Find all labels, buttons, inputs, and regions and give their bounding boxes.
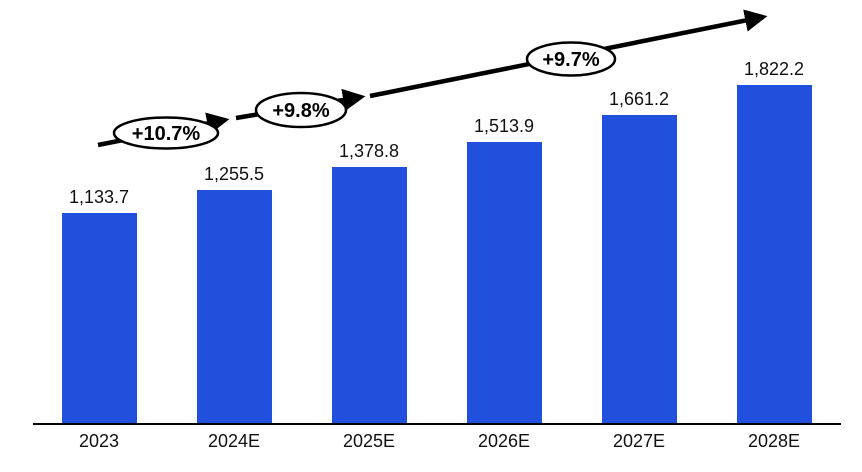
growth-arrow-segment-3: [369, 9, 768, 99]
x-axis-label-2026E: 2026E: [477, 431, 531, 451]
x-axis-line: [33, 423, 841, 425]
bar-value-label-2027E: 1,661.2: [608, 89, 670, 109]
bar-value-label-2026E: 1,513.9: [473, 116, 535, 136]
growth-rate-label-1: +10.7%: [132, 123, 201, 145]
bar-2028E: [736, 85, 812, 423]
bar-2024E: [196, 190, 272, 423]
growth-arrow-segment-1: [97, 112, 230, 148]
x-axis-label-2025E: 2025E: [342, 431, 396, 451]
growth-rate-ellipse-2: [254, 91, 348, 129]
bar-2027E: [601, 115, 677, 423]
growth-rate-label-2: +9.8%: [272, 100, 329, 122]
bar-2025E: [331, 167, 407, 423]
growth-rate-ellipse-3: [525, 41, 617, 77]
growth-rate-label-3: +9.7%: [542, 49, 599, 71]
x-axis-label-2024E: 2024E: [207, 431, 261, 451]
bar-2026E: [466, 142, 542, 423]
bar-value-label-2024E: 1,255.5: [203, 164, 265, 184]
bar-value-label-2028E: 1,822.2: [743, 59, 805, 79]
bar-2023: [61, 213, 137, 423]
x-axis-label-2028E: 2028E: [747, 431, 801, 451]
x-axis-label-2027E: 2027E: [612, 431, 666, 451]
bar-value-label-2023: 1,133.7: [68, 187, 130, 207]
x-axis-label-2023: 2023: [78, 431, 120, 451]
growth-rate-ellipse-1: [112, 116, 220, 150]
growth-arrow-segment-2: [235, 88, 366, 121]
bar-value-label-2025E: 1,378.8: [338, 141, 400, 161]
